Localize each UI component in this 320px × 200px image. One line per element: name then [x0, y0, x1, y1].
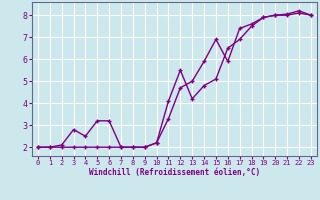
X-axis label: Windchill (Refroidissement éolien,°C): Windchill (Refroidissement éolien,°C) [89, 168, 260, 177]
